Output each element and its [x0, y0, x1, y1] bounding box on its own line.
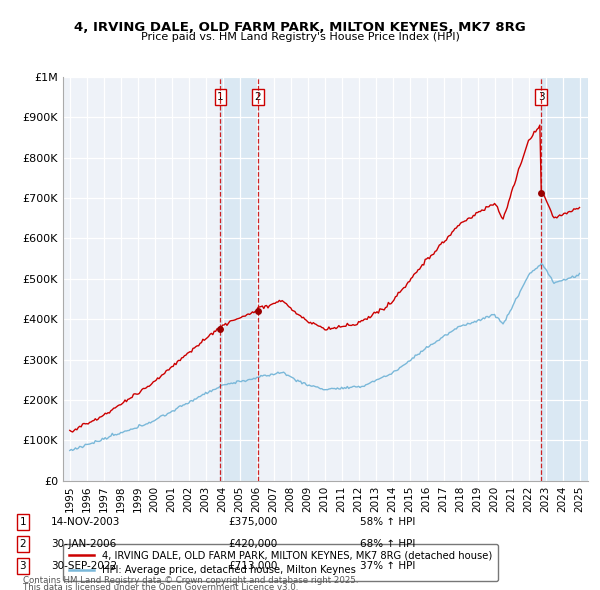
Text: 1: 1	[217, 92, 224, 102]
Text: Price paid vs. HM Land Registry's House Price Index (HPI): Price paid vs. HM Land Registry's House …	[140, 32, 460, 42]
Text: 1: 1	[19, 517, 26, 527]
Legend: 4, IRVING DALE, OLD FARM PARK, MILTON KEYNES, MK7 8RG (detached house), HPI: Ave: 4, IRVING DALE, OLD FARM PARK, MILTON KE…	[63, 545, 498, 582]
Text: £420,000: £420,000	[228, 539, 277, 549]
Text: £713,000: £713,000	[228, 561, 277, 571]
Text: 14-NOV-2003: 14-NOV-2003	[51, 517, 121, 527]
Text: 2: 2	[255, 92, 262, 102]
Text: 3: 3	[19, 561, 26, 571]
Text: 68% ↑ HPI: 68% ↑ HPI	[360, 539, 415, 549]
Text: £375,000: £375,000	[228, 517, 277, 527]
Bar	[220, 77, 258, 481]
Text: 58% ↑ HPI: 58% ↑ HPI	[360, 517, 415, 527]
Text: Contains HM Land Registry data © Crown copyright and database right 2025.: Contains HM Land Registry data © Crown c…	[23, 576, 358, 585]
Text: 2: 2	[19, 539, 26, 549]
Text: 30-SEP-2022: 30-SEP-2022	[51, 561, 117, 571]
Text: 3: 3	[538, 92, 545, 102]
Bar	[541, 77, 588, 481]
Text: This data is licensed under the Open Government Licence v3.0.: This data is licensed under the Open Gov…	[23, 583, 298, 590]
Text: 30-JAN-2006: 30-JAN-2006	[51, 539, 116, 549]
Text: 4, IRVING DALE, OLD FARM PARK, MILTON KEYNES, MK7 8RG: 4, IRVING DALE, OLD FARM PARK, MILTON KE…	[74, 21, 526, 34]
Text: 37% ↑ HPI: 37% ↑ HPI	[360, 561, 415, 571]
